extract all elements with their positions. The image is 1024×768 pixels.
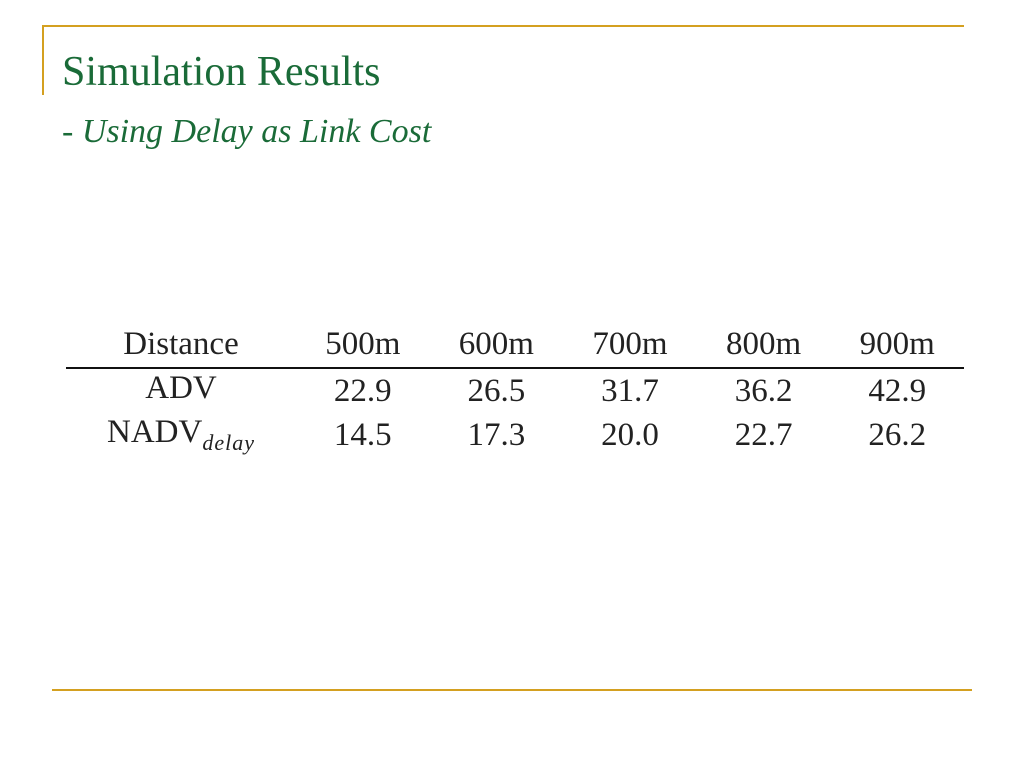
table-row-adv: ADV 22.9 26.5 31.7 36.2 42.9 [66,368,964,413]
cell-adv-600m: 26.5 [467,372,526,409]
cell-nadv-800m: 22.7 [734,416,793,453]
results-table: Distance 500m 600m 700m 800m 900m ADV 22… [66,322,964,457]
subtitle-dash: - [62,113,82,150]
slide-title: Simulation Results [62,49,381,95]
row-label-nadv-text: NADV [107,414,203,450]
header-col-700m: 700m [563,322,697,369]
header-col-900m: 900m [830,322,964,369]
slide-subtitle: - Using Delay as Link Cost [62,110,431,154]
cell-nadv-600m: 17.3 [467,416,526,453]
cell-adv-500m: 22.9 [333,372,392,409]
cell-adv-800m: 36.2 [734,372,793,409]
table-row-nadv-delay: NADVdelay 14.5 17.3 20.0 22.7 26.2 [66,413,964,457]
header-col-600m: 600m [429,322,564,369]
cell-nadv-500m: 14.5 [333,416,392,453]
bottom-rule [52,689,972,691]
cell-adv-700m: 31.7 [601,372,659,409]
cell-nadv-900m: 26.2 [868,416,927,453]
header-col-500m: 500m [296,322,430,369]
row-label-nadv-sub: delay [202,430,255,455]
cell-nadv-700m: 20.0 [601,416,659,453]
left-rule [42,25,44,95]
row-label-nadv: NADVdelay [66,413,296,457]
header-row: Distance 500m 600m 700m 800m 900m [66,322,964,369]
header-col-800m: 800m [696,322,831,369]
row-label-adv-text: ADV [145,370,217,406]
row-label-adv: ADV [66,368,296,413]
header-distance: Distance [66,322,296,369]
subtitle-text: Using Delay as Link Cost [81,113,432,150]
top-rule [42,25,964,27]
cell-adv-900m: 42.9 [868,372,927,409]
